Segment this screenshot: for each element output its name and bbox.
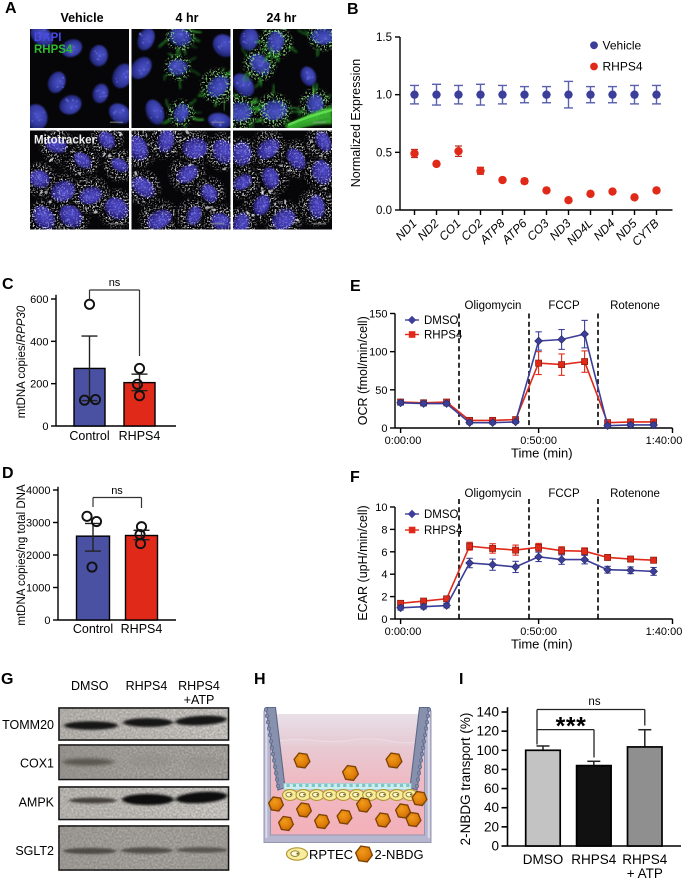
svg-text:COX1: COX1 bbox=[20, 757, 54, 771]
svg-text:Mitotracker: Mitotracker bbox=[34, 135, 97, 147]
svg-text:200: 200 bbox=[30, 379, 48, 391]
svg-text:RPTEC: RPTEC bbox=[309, 847, 353, 862]
svg-text:1:40:00: 1:40:00 bbox=[646, 626, 683, 638]
svg-text:mtDNA copies/RPP30: mtDNA copies/RPP30 bbox=[16, 305, 28, 418]
svg-text:H: H bbox=[254, 671, 266, 688]
svg-text:6: 6 bbox=[381, 547, 387, 559]
svg-text:RHPS4: RHPS4 bbox=[622, 852, 668, 867]
svg-text:DMSO: DMSO bbox=[71, 679, 109, 693]
svg-text:RHPS4: RHPS4 bbox=[121, 622, 163, 636]
svg-text:Rotenone: Rotenone bbox=[610, 300, 660, 312]
svg-text:20: 20 bbox=[484, 819, 499, 834]
svg-text:mtDNA copies/ng total DNA: mtDNA copies/ng total DNA bbox=[16, 484, 28, 626]
svg-text:RHPS4: RHPS4 bbox=[571, 852, 617, 867]
svg-text:Vehicle: Vehicle bbox=[603, 39, 642, 53]
svg-text:ns: ns bbox=[111, 485, 123, 497]
svg-text:RHPS4: RHPS4 bbox=[119, 429, 161, 443]
svg-text:0: 0 bbox=[491, 839, 499, 854]
svg-text:0.0: 0.0 bbox=[376, 205, 392, 217]
svg-text:ns: ns bbox=[109, 277, 121, 289]
svg-text:400: 400 bbox=[30, 336, 48, 348]
svg-text:2-NBDG: 2-NBDG bbox=[375, 847, 424, 862]
svg-text:A: A bbox=[5, 0, 17, 17]
svg-text:4000: 4000 bbox=[26, 485, 50, 497]
svg-text:0: 0 bbox=[381, 614, 387, 626]
svg-text:Rotenone: Rotenone bbox=[610, 488, 660, 500]
svg-text:0.5: 0.5 bbox=[376, 147, 392, 159]
svg-text:RHPS4: RHPS4 bbox=[424, 330, 463, 342]
svg-text:+ ATP: + ATP bbox=[627, 866, 663, 880]
svg-text:1000: 1000 bbox=[26, 583, 50, 595]
svg-text:4 hr: 4 hr bbox=[176, 11, 199, 25]
svg-text:0:50:00: 0:50:00 bbox=[520, 626, 557, 638]
svg-text:RHPS4: RHPS4 bbox=[603, 60, 643, 74]
svg-text:ECAR (upH/min/cell): ECAR (upH/min/cell) bbox=[356, 505, 370, 620]
svg-text:Time (min): Time (min) bbox=[511, 446, 573, 461]
svg-text:2: 2 bbox=[381, 592, 387, 604]
svg-text:100: 100 bbox=[369, 347, 387, 359]
svg-text:Oligomycin: Oligomycin bbox=[465, 488, 522, 500]
svg-text:150: 150 bbox=[369, 309, 387, 321]
svg-text:0: 0 bbox=[381, 423, 387, 435]
svg-text:ns: ns bbox=[588, 696, 600, 708]
svg-text:DAPI: DAPI bbox=[34, 32, 61, 44]
svg-text:1.5: 1.5 bbox=[376, 32, 392, 44]
svg-text:AMPK: AMPK bbox=[19, 796, 55, 810]
svg-text:Control: Control bbox=[73, 622, 113, 636]
svg-text:Vehicle: Vehicle bbox=[60, 11, 103, 25]
svg-text:RHPS4: RHPS4 bbox=[34, 44, 73, 56]
svg-text:I: I bbox=[459, 671, 463, 688]
svg-text:0:00:00: 0:00:00 bbox=[385, 626, 422, 638]
svg-text:DMSO: DMSO bbox=[523, 852, 564, 867]
svg-text:***: *** bbox=[556, 713, 587, 741]
svg-text:60: 60 bbox=[484, 781, 499, 796]
svg-text:Control: Control bbox=[69, 429, 109, 443]
svg-text:24 hr: 24 hr bbox=[267, 11, 297, 25]
svg-text:80: 80 bbox=[484, 762, 499, 777]
svg-text:0:00:00: 0:00:00 bbox=[385, 435, 422, 447]
svg-text:600: 600 bbox=[30, 294, 48, 306]
svg-text:Time (min): Time (min) bbox=[511, 637, 573, 652]
svg-text:B: B bbox=[347, 1, 359, 18]
svg-text:2-NBDG transport (%): 2-NBDG transport (%) bbox=[458, 713, 473, 846]
svg-text:0:50:00: 0:50:00 bbox=[520, 435, 557, 447]
svg-text:+ATP: +ATP bbox=[184, 693, 215, 707]
svg-text:E: E bbox=[350, 278, 361, 295]
svg-text:8: 8 bbox=[381, 524, 387, 536]
svg-text:TOMM20: TOMM20 bbox=[2, 718, 54, 732]
svg-text:DMSO: DMSO bbox=[424, 315, 459, 327]
svg-text:3000: 3000 bbox=[26, 518, 50, 530]
svg-text:10: 10 bbox=[375, 502, 387, 514]
svg-text:SGLT2: SGLT2 bbox=[15, 844, 54, 858]
svg-text:RHPS4: RHPS4 bbox=[126, 679, 168, 693]
svg-text:Normalized Expression: Normalized Expression bbox=[349, 59, 363, 188]
svg-text:RHPS4: RHPS4 bbox=[178, 679, 220, 693]
svg-text:40: 40 bbox=[484, 800, 499, 815]
svg-text:0: 0 bbox=[44, 615, 50, 627]
svg-text:1.0: 1.0 bbox=[376, 90, 392, 102]
svg-text:140: 140 bbox=[476, 705, 499, 720]
svg-text:100: 100 bbox=[476, 743, 499, 758]
svg-text:D: D bbox=[2, 465, 14, 482]
svg-text:1:40:00: 1:40:00 bbox=[646, 435, 683, 447]
svg-text:2000: 2000 bbox=[26, 550, 50, 562]
svg-text:F: F bbox=[350, 469, 360, 486]
svg-text:50: 50 bbox=[375, 385, 387, 397]
svg-text:C: C bbox=[2, 276, 14, 293]
svg-text:Oligomycin: Oligomycin bbox=[465, 300, 522, 312]
svg-text:4: 4 bbox=[381, 569, 387, 581]
svg-text:OCR (fmol/min/cell): OCR (fmol/min/cell) bbox=[356, 316, 370, 425]
svg-text:120: 120 bbox=[476, 724, 499, 739]
svg-text:FCCP: FCCP bbox=[548, 488, 580, 500]
svg-text:DMSO: DMSO bbox=[424, 509, 459, 521]
svg-text:RHPS4: RHPS4 bbox=[424, 525, 463, 537]
svg-text:FCCP: FCCP bbox=[548, 300, 580, 312]
svg-text:0: 0 bbox=[42, 421, 48, 433]
svg-text:G: G bbox=[1, 671, 13, 688]
